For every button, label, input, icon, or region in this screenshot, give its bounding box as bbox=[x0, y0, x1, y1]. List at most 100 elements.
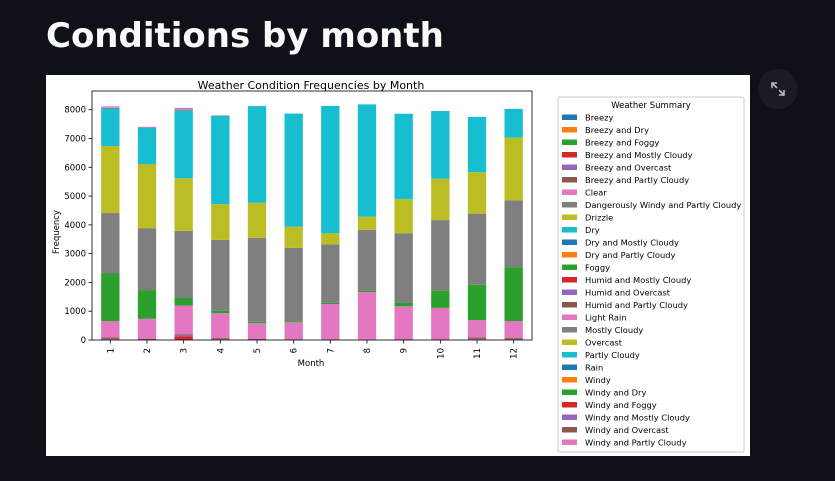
bar-segment bbox=[174, 108, 193, 110]
x-tick-label: 11 bbox=[473, 348, 483, 359]
legend-label: Breezy and Mostly Cloudy bbox=[585, 150, 693, 160]
legend-swatch bbox=[562, 364, 577, 370]
bar-segment bbox=[357, 290, 377, 293]
legend-swatch bbox=[562, 352, 577, 358]
plot-frame bbox=[91, 90, 533, 341]
legend-swatch bbox=[562, 427, 577, 433]
fullscreen-button[interactable] bbox=[758, 69, 798, 109]
bar-segment bbox=[211, 338, 230, 340]
bar-segment bbox=[467, 284, 487, 321]
legend-swatch bbox=[562, 414, 577, 420]
bar-segment bbox=[394, 113, 413, 200]
bar-segment bbox=[174, 297, 193, 306]
legend-swatch bbox=[562, 227, 577, 233]
legend-swatch bbox=[562, 264, 577, 270]
legend-label: Drizzle bbox=[585, 213, 613, 223]
bar-segment bbox=[137, 318, 157, 339]
legend-label: Foggy bbox=[585, 263, 610, 273]
legend-swatch bbox=[562, 139, 577, 145]
bar-segment bbox=[211, 310, 230, 314]
bar-segment bbox=[284, 113, 303, 227]
bar-segment bbox=[101, 337, 120, 339]
bar-segment bbox=[394, 339, 413, 340]
bar-segment bbox=[174, 107, 193, 109]
y-tick-label: 4000 bbox=[64, 221, 86, 231]
y-tick-label: 5000 bbox=[64, 192, 86, 202]
legend-label: Dry bbox=[585, 225, 600, 235]
legend-swatch bbox=[562, 277, 577, 283]
bar-segment bbox=[101, 338, 120, 340]
legend-label: Windy bbox=[585, 375, 611, 385]
bar-segment bbox=[101, 108, 120, 146]
bar-segment bbox=[247, 202, 267, 238]
legend-label: Windy and Mostly Cloudy bbox=[585, 413, 690, 423]
bar-segment bbox=[174, 178, 193, 231]
legend-label: Breezy and Foggy bbox=[585, 138, 659, 148]
x-tick-label: 8 bbox=[363, 348, 373, 353]
x-tick-label: 4 bbox=[216, 348, 226, 353]
x-tick-label: 9 bbox=[400, 348, 410, 353]
legend-label: Clear bbox=[585, 188, 607, 198]
bar-segment bbox=[211, 337, 230, 339]
legend-swatch bbox=[562, 339, 577, 345]
chart-title: Weather Condition Frequencies by Month bbox=[198, 79, 425, 92]
bar-segment bbox=[174, 305, 193, 335]
legend-swatch bbox=[562, 164, 577, 170]
bar-segment bbox=[174, 336, 193, 340]
bar-segment bbox=[467, 320, 487, 338]
legend-title: Weather Summary bbox=[611, 101, 691, 111]
bar-segment bbox=[504, 200, 523, 268]
bar-segment bbox=[137, 338, 157, 340]
legend-label: Breezy and Partly Cloudy bbox=[585, 175, 689, 185]
bar-segment bbox=[284, 322, 303, 340]
legend-label: Dry and Partly Cloudy bbox=[585, 250, 676, 260]
legend-swatch bbox=[562, 289, 577, 295]
legend-label: Humid and Partly Cloudy bbox=[585, 300, 688, 310]
legend-label: Overcast bbox=[585, 338, 623, 348]
bar-segment bbox=[504, 337, 523, 339]
x-tick-label: 7 bbox=[326, 348, 336, 353]
bar-segment bbox=[137, 163, 157, 229]
legend-swatch bbox=[562, 214, 577, 220]
bars-group bbox=[101, 104, 523, 341]
bar-segment bbox=[101, 213, 120, 274]
legend-label: Windy and Partly Cloudy bbox=[585, 438, 687, 448]
bar-segment bbox=[137, 127, 157, 164]
bar-segment bbox=[101, 107, 120, 108]
bar-segment bbox=[101, 106, 120, 108]
bar-segment bbox=[431, 111, 450, 179]
legend-label: Mostly Cloudy bbox=[585, 325, 643, 335]
y-tick-label: 0 bbox=[81, 336, 86, 346]
bar-segment bbox=[394, 199, 413, 234]
x-tick-label: 10 bbox=[436, 348, 446, 359]
x-tick-label: 6 bbox=[290, 348, 300, 353]
bar-segment bbox=[431, 307, 450, 340]
legend-label: Dry and Mostly Cloudy bbox=[585, 238, 679, 248]
legend-swatch bbox=[562, 439, 577, 445]
bar-segment bbox=[174, 334, 193, 336]
legend-label: Dangerously Windy and Partly Cloudy bbox=[585, 200, 741, 210]
legend-swatch bbox=[562, 152, 577, 158]
legend-swatch bbox=[562, 177, 577, 183]
bar-segment bbox=[101, 321, 120, 338]
bar-segment bbox=[101, 145, 120, 214]
bar-segment bbox=[357, 339, 377, 340]
bar-segment bbox=[321, 302, 340, 305]
legend-swatch bbox=[562, 127, 577, 133]
legend-label: Breezy and Dry bbox=[585, 125, 649, 135]
bar-segment bbox=[174, 109, 193, 111]
bar-segment bbox=[247, 323, 267, 339]
legend-label: Breezy and Overcast bbox=[585, 163, 672, 173]
bar-segment bbox=[211, 313, 230, 338]
bar-segment bbox=[431, 178, 450, 221]
bar-segment bbox=[137, 290, 157, 319]
legend-swatch bbox=[562, 252, 577, 258]
bar-segment bbox=[247, 321, 267, 324]
bar-segment bbox=[137, 127, 157, 128]
fullscreen-expand-icon bbox=[771, 82, 785, 96]
bar-segment bbox=[394, 302, 413, 307]
legend-swatch bbox=[562, 202, 577, 208]
bar-segment bbox=[211, 115, 230, 116]
bar-segment bbox=[247, 237, 267, 322]
